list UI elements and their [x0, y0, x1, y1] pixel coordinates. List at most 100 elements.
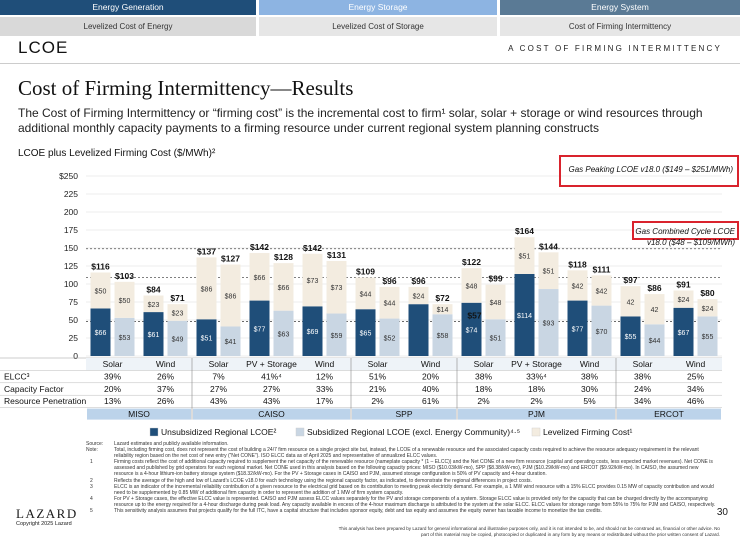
- page-title: Cost of Firming Intermittency—Results: [18, 76, 354, 100]
- y-tick-label: 125: [64, 261, 78, 271]
- data-label-firming: $48: [490, 300, 502, 307]
- x-category-label: Solar: [633, 359, 653, 369]
- footnote-text: This sensitivity analysis assumes that p…: [114, 508, 602, 515]
- data-label-firming: $86: [225, 294, 237, 301]
- table-row-label: Capacity Factor: [4, 384, 64, 394]
- data-label-total: $86: [647, 283, 661, 293]
- data-label-lcoe: $77: [572, 326, 584, 333]
- bar-unsubsidized-firming: [196, 257, 217, 320]
- table-cell: 46%: [687, 396, 704, 406]
- region-cell: [87, 408, 191, 420]
- gas-peaking-highlight: [559, 155, 739, 187]
- x-category-label: Solar: [103, 359, 123, 369]
- data-label-firming: $51: [543, 269, 555, 276]
- y-tick-label: 0: [73, 351, 78, 361]
- data-label-firming: $23: [172, 310, 184, 317]
- region-label: ERCOT: [654, 409, 684, 419]
- bar-subsidized-lcoe: [326, 313, 347, 356]
- bar-subsidized-lcoe: [114, 317, 135, 356]
- data-label-total: $96: [411, 276, 425, 286]
- table-cell: 33%: [316, 384, 333, 394]
- data-label-lcoe: $55: [702, 334, 714, 341]
- bar-subsidized-firming: [273, 263, 294, 311]
- chart-title: LCOE plus Levelized Firming Cost ($/MWh)…: [18, 148, 216, 159]
- data-label-total: $72: [435, 293, 449, 303]
- category-cell: [616, 358, 669, 371]
- data-label-total: $71: [170, 293, 184, 303]
- y-tick-label: 75: [69, 297, 79, 307]
- page-number: 30: [716, 507, 728, 518]
- table-cell: 18%: [528, 384, 545, 394]
- bar-subsidized-firming: [644, 294, 665, 325]
- bar-subsidized-firming: [538, 252, 559, 290]
- category-cell: [404, 358, 457, 371]
- bar-unsubsidized-firming: [514, 237, 535, 274]
- legend-label: Levelized Firming Cost¹: [543, 427, 632, 437]
- bar-unsubsidized-firming: [143, 295, 164, 313]
- data-label-firming: $42: [596, 288, 608, 295]
- region-cell: [193, 408, 350, 420]
- data-label-total: $99: [488, 274, 502, 284]
- data-label-total: $109: [356, 267, 375, 277]
- legend-swatch: [149, 427, 159, 437]
- bar-unsubsidized-firming: [673, 290, 694, 308]
- tab-energy-generation[interactable]: Energy Generation Levelized Cost of Ener…: [0, 0, 256, 36]
- data-label-total: $142: [250, 242, 269, 252]
- data-label-lcoe: $58: [437, 333, 449, 340]
- table-cell: 18%: [475, 384, 492, 394]
- gas-cc-label-2: v18.0 ($48 – $109/MWh): [647, 238, 735, 247]
- bar-unsubsidized-firming: [249, 253, 270, 301]
- tab-energy-system[interactable]: Energy System Cost of Firming Intermitte…: [500, 0, 740, 36]
- y-tick-label: 200: [64, 207, 78, 217]
- data-label-firming: $24: [702, 306, 714, 313]
- bar-subsidized-lcoe: [167, 320, 188, 356]
- footnote-text: For PV + Storage cases, the effective EL…: [114, 495, 716, 508]
- tab-energy-storage[interactable]: Energy Storage Levelized Cost of Storage: [259, 0, 497, 36]
- data-label-extra: $57: [467, 311, 481, 321]
- table-cell: 25%: [687, 371, 704, 381]
- data-label-firming: $50: [95, 288, 107, 295]
- data-label-firming: 42: [627, 299, 635, 306]
- table-cell: 39%: [104, 371, 121, 381]
- data-label-total: $103: [115, 271, 134, 281]
- footnote-number: 3: [90, 483, 93, 490]
- table-cell: 34%: [687, 384, 704, 394]
- category-cell: [192, 358, 245, 371]
- category-cell: [563, 358, 616, 371]
- data-label-total: $164: [515, 226, 534, 236]
- table-cell: 12%: [316, 371, 333, 381]
- bar-subsidized-lcoe: [432, 314, 453, 356]
- bar-unsubsidized-lcoe: [355, 309, 376, 356]
- data-label-lcoe: $41: [225, 339, 237, 346]
- bar-subsidized-lcoe: [591, 305, 612, 356]
- bar-subsidized-lcoe: [485, 319, 506, 356]
- bar-unsubsidized-lcoe: [620, 316, 641, 356]
- data-label-lcoe: $61: [148, 332, 160, 339]
- footnote-number: 2: [90, 477, 93, 484]
- header-divider: [0, 63, 740, 64]
- disclaimer: This analysis has been prepared by Lazar…: [338, 526, 720, 537]
- data-label-total: $127: [221, 254, 240, 264]
- x-category-label: Solar: [209, 359, 229, 369]
- data-label-lcoe: $51: [201, 336, 213, 343]
- data-label-lcoe: $114: [517, 313, 532, 320]
- data-label-total: $118: [568, 259, 587, 269]
- table-cell: 34%: [634, 396, 651, 406]
- category-cell: [457, 358, 510, 371]
- y-tick-label: 150: [64, 243, 78, 253]
- legend-label: Subsidized Regional LCOE (excl. Energy C…: [307, 427, 520, 437]
- source-label: Source:: [86, 441, 104, 447]
- x-category-label: Wind: [156, 359, 176, 369]
- data-label-firming: $66: [254, 275, 266, 282]
- data-label-firming: $14: [437, 307, 449, 314]
- bar-unsubsidized-firming: [461, 268, 482, 303]
- x-category-label: Solar: [368, 359, 388, 369]
- y-tick-label: 175: [64, 225, 78, 235]
- table-cell: 2%: [477, 396, 490, 406]
- y-tick-label: 225: [64, 189, 78, 199]
- region-label: CAISO: [258, 409, 285, 419]
- lcoe-logo: LCOE: [18, 38, 69, 57]
- data-label-lcoe: $77: [254, 326, 266, 333]
- bar-unsubsidized-firming: [355, 277, 376, 310]
